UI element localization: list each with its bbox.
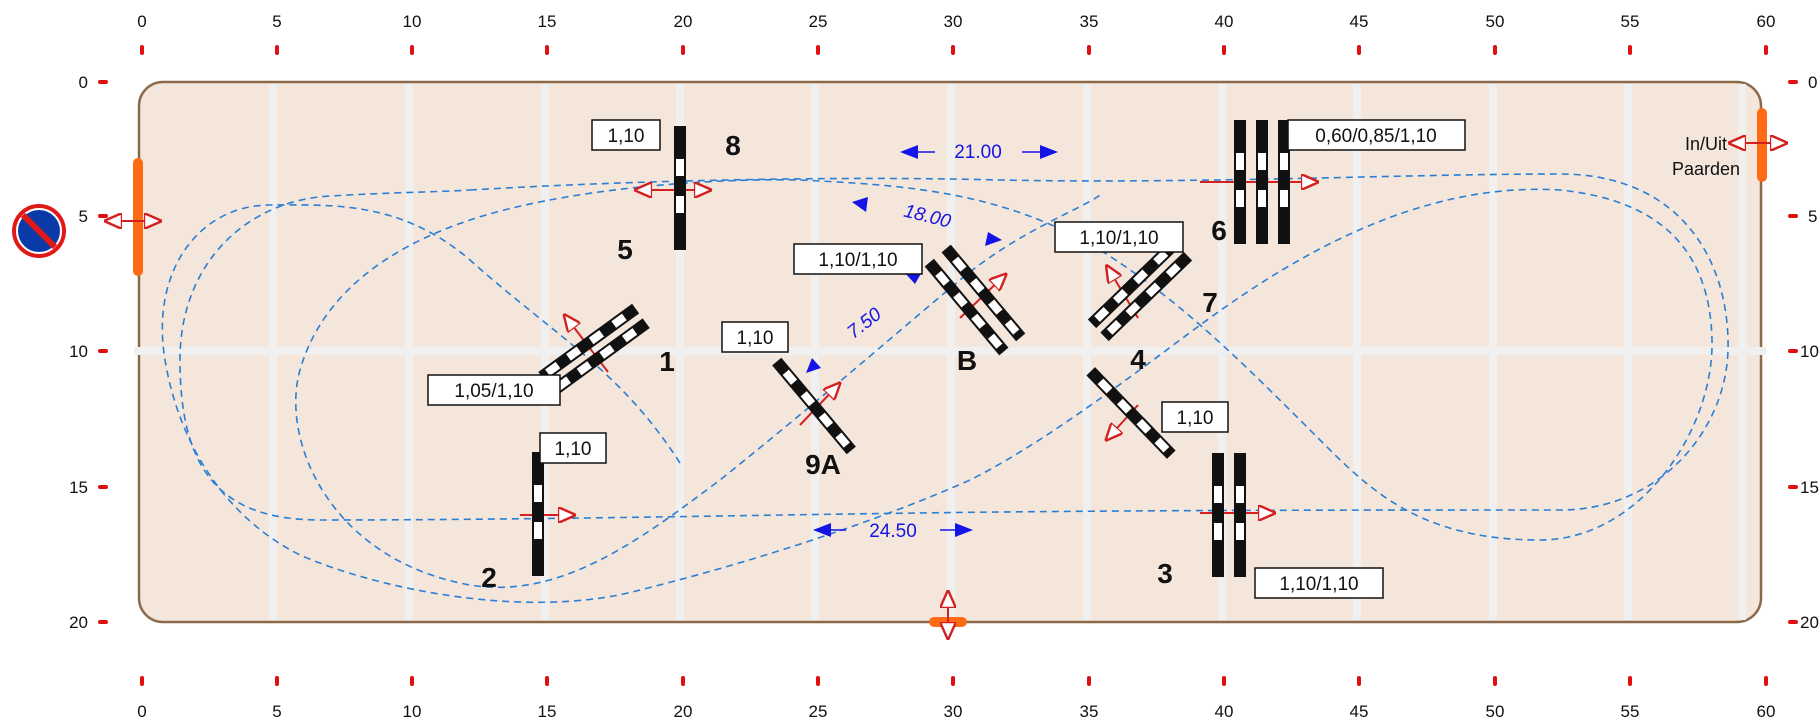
obstacle-6-height: 0,60/0,85/1,10 — [1315, 126, 1437, 147]
x-tick-label: 35 — [1080, 12, 1099, 31]
x-tick-label: 30 — [944, 702, 963, 719]
left-gate — [133, 158, 143, 276]
obstacle-6-height-box — [1287, 119, 1466, 151]
obstacle-7-height-box — [1054, 221, 1184, 253]
y-tick-label: 15 — [69, 478, 88, 497]
obstacle-3-height-box — [1254, 567, 1384, 599]
x-tick-label: 45 — [1350, 702, 1369, 719]
obstacle-9a-height-box — [721, 321, 789, 353]
y-tick-label: 5 — [79, 207, 88, 226]
distance-21-label: 21.00 — [954, 142, 1002, 163]
x-tick-labels-top: 0 5 10 15 20 25 30 35 40 45 50 55 60 — [137, 12, 1775, 31]
x-tick-label: 45 — [1350, 12, 1369, 31]
x-tick-label: 50 — [1486, 12, 1505, 31]
x-tick-label: 20 — [674, 702, 693, 719]
distance-arrow — [852, 197, 868, 212]
x-tick-label: 25 — [809, 12, 828, 31]
x-tick-label: 20 — [674, 12, 693, 31]
right-gate-in-out — [1757, 108, 1767, 182]
x-tick-label: 10 — [403, 702, 422, 719]
horses-label: Paarden — [1672, 159, 1740, 179]
obstacle-5-bar — [674, 126, 686, 250]
x-tick-label: 55 — [1621, 12, 1640, 31]
y-tick-labels-right: 0 5 10 15 20 — [1800, 73, 1819, 632]
distance-arrow — [985, 232, 1002, 246]
y-tick-label: 5 — [1808, 207, 1817, 226]
obstacle-9a-height: 1,10 — [737, 328, 774, 349]
y-tick-label: 20 — [69, 613, 88, 632]
route-path — [161, 179, 1713, 604]
obstacle-b-height-box — [793, 243, 923, 275]
x-tick-label: 30 — [944, 12, 963, 31]
x-tick-label: 15 — [538, 702, 557, 719]
obstacle-9a-number: 9A — [805, 449, 841, 480]
obstacle-2-number: 2 — [481, 562, 497, 593]
distance-arrow — [955, 523, 973, 537]
x-tick-label: 40 — [1215, 702, 1234, 719]
in-out-label: In/Uit — [1685, 134, 1727, 154]
height-labels — [427, 119, 1466, 599]
obstacle-7-height: 1,10/1,10 — [1079, 228, 1158, 249]
obstacle-2-bar — [532, 452, 544, 576]
obstacle-3-bar — [1234, 453, 1246, 577]
obstacle-b-height: 1,10/1,10 — [818, 250, 897, 271]
x-tick-label: 10 — [403, 12, 422, 31]
y-tick-label: 10 — [69, 342, 88, 361]
x-tick-label: 60 — [1757, 702, 1776, 719]
obstacle-5-height-box — [591, 119, 661, 151]
x-tick-labels-bottom: 0 5 10 15 20 25 30 35 40 45 50 55 60 — [137, 702, 1775, 719]
obstacle-7-number: 7 — [1202, 287, 1218, 318]
obstacle-6-bar — [1256, 120, 1268, 244]
route — [161, 173, 1729, 604]
obstacle-4-number: 4 — [1130, 344, 1146, 375]
obstacle-8-number: 8 — [725, 130, 741, 161]
distance-arrow — [813, 523, 831, 537]
distance-arrow — [1040, 145, 1058, 159]
obstacle-3-height: 1,10/1,10 — [1279, 574, 1358, 595]
tick-marks — [98, 45, 1798, 686]
obstacle-6-bar — [1234, 120, 1246, 244]
obstacle-4-height: 1,10 — [1177, 408, 1214, 429]
distance-arrow — [900, 145, 918, 159]
x-tick-label: 55 — [1621, 702, 1640, 719]
obstacle-1-height: 1,05/1,10 — [454, 381, 533, 402]
y-tick-label: 0 — [1808, 73, 1817, 92]
obstacle-3-bar — [1212, 453, 1224, 577]
obstacle-b-number: B — [957, 345, 977, 376]
obstacle-4-height-box — [1161, 401, 1229, 433]
x-tick-label: 5 — [272, 12, 281, 31]
y-tick-label: 20 — [1800, 613, 1819, 632]
obstacle-6-number: 6 — [1211, 215, 1227, 246]
grid-lines — [134, 84, 1766, 620]
obstacle-1-height-box — [427, 374, 561, 406]
x-tick-label: 40 — [1215, 12, 1234, 31]
x-tick-label: 0 — [137, 702, 146, 719]
y-tick-label: 15 — [1800, 478, 1819, 497]
y-tick-labels-left: 0 5 10 15 20 — [69, 73, 88, 632]
route-path — [179, 173, 1729, 521]
gates — [118, 108, 1784, 636]
no-parking-icon — [12, 204, 66, 258]
x-tick-label: 0 — [137, 12, 146, 31]
distance-2450-label: 24.50 — [869, 521, 917, 542]
y-tick-label: 10 — [1800, 342, 1819, 361]
obstacle-3-number: 3 — [1157, 558, 1173, 589]
obstacle-1-number: 1 — [659, 346, 675, 377]
obstacle-2-height-box — [539, 432, 607, 464]
y-tick-label: 0 — [79, 73, 88, 92]
x-tick-label: 50 — [1486, 702, 1505, 719]
x-tick-label: 5 — [272, 702, 281, 719]
obstacle-2-height: 1,10 — [555, 439, 592, 460]
obstacle-5-height: 1,10 — [608, 126, 645, 147]
x-tick-label: 25 — [809, 702, 828, 719]
x-tick-label: 35 — [1080, 702, 1099, 719]
distance-arrow — [806, 358, 821, 373]
x-tick-label: 60 — [1757, 12, 1776, 31]
x-tick-label: 15 — [538, 12, 557, 31]
obstacle-5-number: 5 — [617, 234, 633, 265]
